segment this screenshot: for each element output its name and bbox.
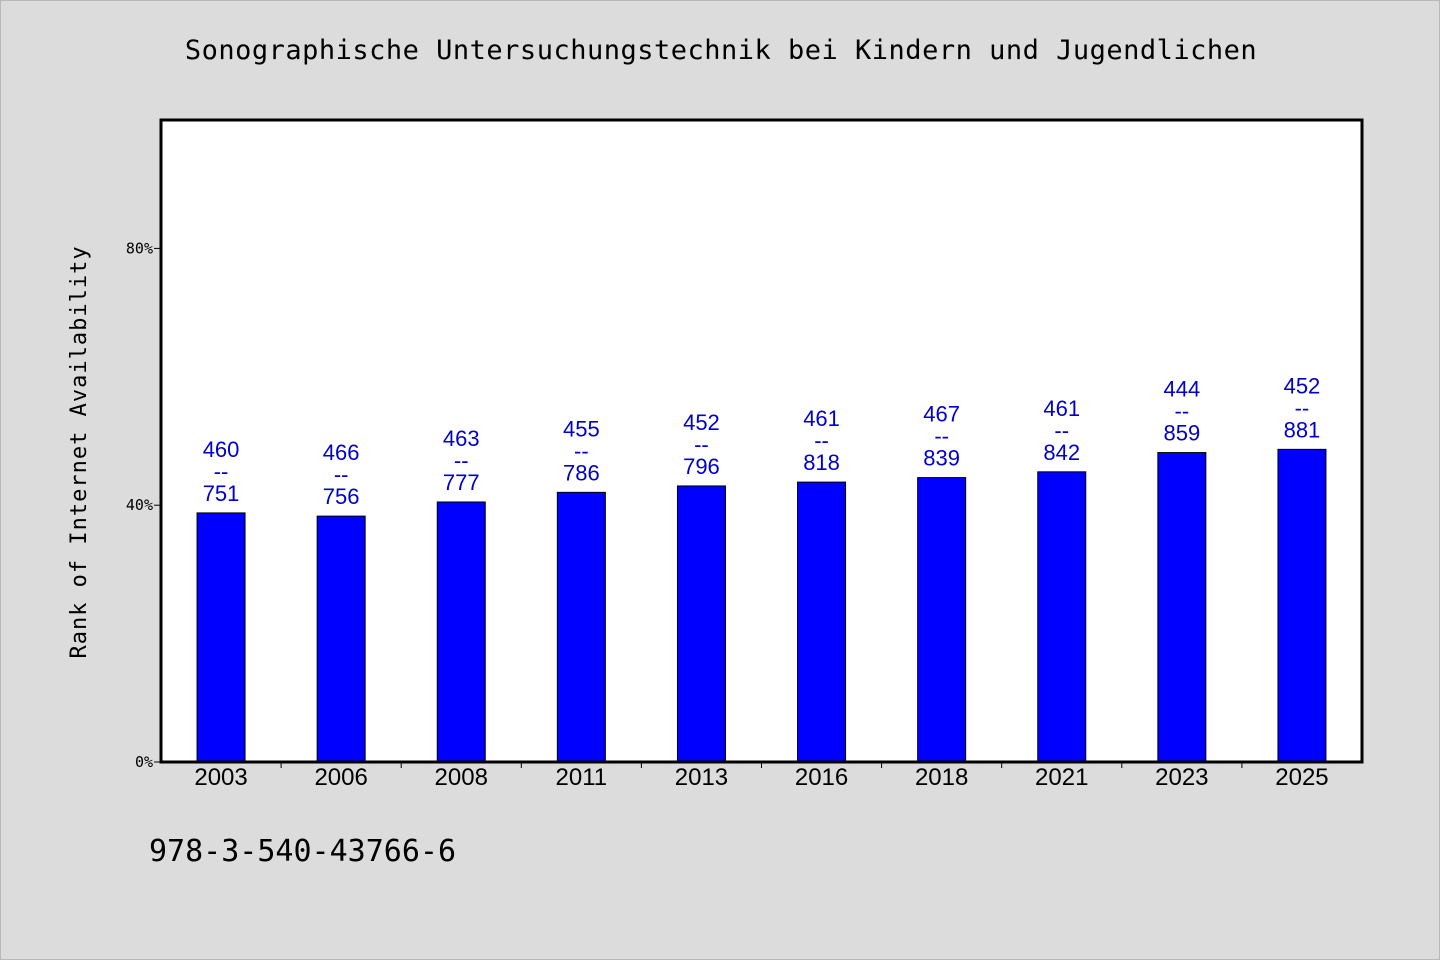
x-tick-label-2025: 2025 (1275, 764, 1328, 791)
data-label-2013-2: 796 (683, 454, 720, 479)
data-label-2016-2: 818 (803, 450, 840, 475)
x-tick-label-2023: 2023 (1155, 764, 1208, 791)
data-label-2008-0: 463 (443, 426, 480, 451)
data-label-2021-1: -- (1054, 418, 1069, 443)
plot-frame (159, 118, 1364, 764)
x-tick-label-2021: 2021 (1035, 764, 1088, 791)
data-label-2016-0: 461 (803, 406, 840, 431)
bar-2013 (676, 485, 726, 763)
y-tick-label-80: 80% (126, 239, 153, 257)
bar-2011 (556, 491, 606, 763)
data-label-2023-0: 444 (1163, 377, 1200, 402)
x-tick-label-2013: 2013 (675, 764, 728, 791)
y-tick-label-40: 40% (126, 496, 153, 514)
data-label-2023-2: 859 (1163, 421, 1200, 446)
x-tick-label-2011: 2011 (556, 764, 608, 791)
data-label-2025-0: 452 (1284, 373, 1321, 398)
data-label-2023-1: -- (1175, 399, 1190, 424)
bar-2021 (1037, 471, 1087, 763)
data-label-2021-2: 842 (1043, 440, 1080, 465)
x-tick-label-2018: 2018 (915, 764, 968, 791)
bar-2018 (917, 477, 967, 763)
data-label-2008-2: 777 (443, 470, 480, 495)
data-label-2003-0: 460 (203, 437, 240, 462)
data-label-2025-1: -- (1295, 395, 1310, 420)
data-label-2003-2: 751 (203, 481, 240, 506)
data-label-2018-2: 839 (923, 446, 960, 471)
data-label-2003-1: -- (214, 459, 229, 484)
x-tick-label-2016: 2016 (795, 764, 848, 791)
bar-2023 (1157, 452, 1207, 763)
y-tick-label-0: 0% (135, 753, 153, 771)
x-tick-label-2008: 2008 (435, 764, 488, 791)
data-label-2006-0: 466 (323, 440, 360, 465)
bar-2003 (196, 512, 246, 763)
data-label-2018-0: 467 (923, 402, 960, 427)
data-label-2025-2: 881 (1284, 417, 1321, 442)
x-tick-label-2006: 2006 (314, 764, 367, 791)
data-label-2008-1: -- (454, 448, 469, 473)
chart-title: Sonographische Untersuchungstechnik bei … (184, 35, 1258, 66)
y-axis-label: Rank of Internet Availability (67, 245, 92, 658)
data-label-2011-1: -- (574, 438, 589, 463)
data-label-2021-0: 461 (1043, 396, 1080, 421)
data-label-2006-1: -- (334, 462, 349, 487)
footer-code: 978-3-540-43766-6 (149, 834, 457, 869)
bar-2006 (316, 515, 366, 763)
bar-2016 (797, 481, 847, 763)
data-label-2006-2: 756 (323, 484, 360, 509)
bar-2008 (436, 501, 486, 763)
data-label-2011-2: 786 (563, 460, 600, 485)
data-label-2016-1: -- (814, 428, 829, 453)
data-label-2013-0: 452 (683, 410, 720, 435)
bar-2025 (1277, 448, 1327, 763)
x-tick-label-2003: 2003 (194, 764, 247, 791)
data-label-2018-1: -- (934, 424, 949, 449)
data-label-2013-1: -- (694, 432, 709, 457)
data-label-2011-0: 455 (563, 416, 600, 441)
